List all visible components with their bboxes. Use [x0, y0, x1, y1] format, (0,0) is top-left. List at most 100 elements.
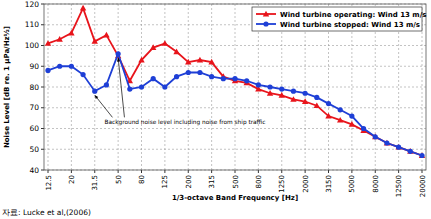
chart: 40506070809010011012012.52031.5508012520… [0, 0, 431, 219]
marker [150, 44, 156, 50]
marker [244, 78, 249, 83]
x-tick [235, 170, 236, 173]
grid-line [94, 4, 95, 170]
x-tick-label: 12500 [395, 175, 403, 197]
x-tick [211, 170, 212, 173]
y-tick-label: 50 [29, 145, 39, 154]
marker [267, 90, 273, 96]
x-tick [258, 170, 259, 173]
marker [361, 126, 366, 131]
marker [45, 68, 50, 73]
annotation-arrowhead [117, 58, 120, 62]
x-tick [305, 170, 306, 173]
x-tick [398, 170, 399, 173]
marker [419, 152, 425, 158]
legend-label: Wind turbine operating: Wind 13 m/s [280, 11, 426, 19]
x-tick [118, 170, 119, 173]
marker [291, 89, 296, 94]
marker [221, 76, 226, 81]
marker [396, 145, 401, 150]
y-tick-label: 120 [25, 0, 40, 9]
marker [174, 74, 179, 79]
grid-line [118, 4, 119, 170]
marker [45, 40, 51, 46]
marker [337, 117, 343, 123]
x-tick-label: 200 [185, 175, 193, 188]
y-tick [41, 170, 44, 171]
marker [373, 134, 378, 139]
y-tick-label: 70 [29, 103, 39, 112]
x-axis-title: 1/3-octave Band Frequency [Hz] [172, 194, 298, 202]
marker [209, 74, 214, 79]
x-tick-label: 80 [138, 175, 146, 184]
plot-area [45, 5, 425, 158]
marker [290, 96, 296, 102]
marker [80, 5, 86, 11]
marker [256, 82, 261, 87]
x-tick-label: 50 [115, 175, 123, 184]
marker [162, 40, 168, 46]
grid-line [71, 4, 72, 170]
marker [325, 113, 331, 119]
y-tick [41, 45, 44, 46]
marker [263, 21, 268, 26]
marker [303, 91, 308, 96]
y-tick [41, 87, 44, 88]
y-tick-label: 80 [29, 83, 39, 92]
plot-frame [44, 4, 426, 170]
y-tick [41, 149, 44, 150]
marker [185, 59, 191, 65]
marker [338, 107, 343, 112]
marker [314, 95, 319, 100]
source: 자료: Lucke et al,(2006) [2, 208, 91, 217]
marker [138, 57, 144, 63]
x-tick-label: 3150 [325, 175, 333, 193]
y-tick-label: 60 [29, 124, 39, 133]
marker [197, 57, 203, 63]
x-tick-label: 8000 [372, 175, 380, 193]
y-tick [41, 4, 44, 5]
x-tick-label: 500 [232, 175, 240, 188]
marker [314, 102, 320, 108]
marker [208, 59, 214, 65]
legend: Wind turbine operating: Wind 13 m/s Wind … [252, 7, 426, 31]
x-tick-label: 12.5 [45, 175, 53, 191]
marker [104, 82, 109, 87]
legend-label: Wind turbine stopped: Wind 13 m/s [280, 21, 420, 29]
x-tick [375, 170, 376, 173]
marker [162, 84, 167, 89]
marker [56, 36, 62, 42]
x-tick-label: 2000 [302, 175, 310, 193]
marker [349, 113, 354, 118]
x-tick [281, 170, 282, 173]
x-tick [164, 170, 165, 173]
annotation-arrow [95, 95, 113, 117]
y-tick-label: 100 [25, 41, 40, 50]
marker [127, 86, 132, 91]
marker [232, 76, 237, 81]
marker [57, 64, 62, 69]
y-tick-label: 110 [25, 20, 40, 29]
x-tick-label: 20 [68, 175, 76, 184]
annotation-arrowhead [95, 95, 99, 99]
grid-line [235, 4, 236, 170]
y-tick-label: 90 [29, 62, 39, 71]
y-tick [41, 66, 44, 67]
annotation: Background noise level including noise f… [104, 119, 265, 126]
marker [186, 70, 191, 75]
marker [116, 51, 121, 56]
x-tick [188, 170, 189, 173]
y-tick-label: 40 [29, 166, 39, 175]
x-tick [48, 170, 49, 173]
x-tick [422, 170, 423, 173]
marker [68, 30, 74, 36]
marker [302, 98, 308, 104]
marker [384, 140, 389, 145]
x-tick-label: 5000 [348, 175, 356, 193]
marker [173, 48, 179, 54]
x-tick-label: 20000 [419, 175, 427, 197]
x-tick [94, 170, 95, 173]
marker [419, 153, 424, 158]
marker [267, 84, 272, 89]
marker [151, 76, 156, 81]
